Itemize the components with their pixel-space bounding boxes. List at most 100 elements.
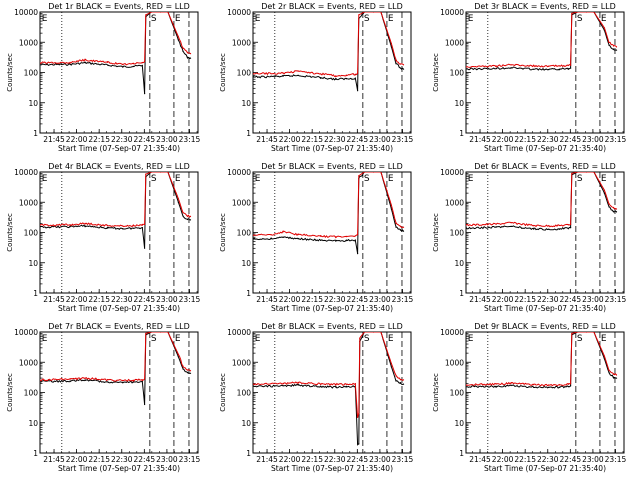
events-data-point: [570, 67, 572, 69]
y-tick-label: 100: [24, 389, 39, 398]
events-data-point: [399, 67, 402, 69]
x-axis-label: Start Time (07-Sep-07 21:35:40): [271, 144, 393, 153]
events-data-point: [570, 385, 572, 387]
lld-data-point: [615, 374, 618, 376]
lld-data-point: [359, 338, 361, 340]
lld-series-line: [40, 12, 191, 66]
chart-panel-3: Det 3r BLACK = Events, RED = LLD 1 10 100 10…: [432, 2, 626, 153]
lld-data-point: [320, 73, 322, 75]
x-tick-label: 22:00: [492, 455, 514, 464]
events-data-point: [107, 227, 109, 229]
y-tick-label: 1: [33, 129, 38, 138]
lld-data-point: [495, 383, 497, 385]
marker-label: S: [577, 174, 583, 184]
x-tick-label: 22:15: [88, 455, 110, 464]
events-data-point: [608, 206, 610, 208]
marker-label: E: [175, 334, 181, 344]
y-tick-label: 10000: [14, 168, 38, 177]
lld-data-point: [84, 377, 86, 379]
lld-data-point: [335, 383, 337, 385]
events-data-point: [84, 62, 86, 64]
lld-data-point: [335, 75, 337, 77]
x-tick-label: 22:45: [560, 135, 582, 144]
lld-data-point: [253, 234, 254, 236]
lld-data-point: [107, 379, 109, 381]
marker-label: S: [364, 334, 370, 344]
lld-data-point: [69, 61, 71, 64]
marker-label: S: [577, 14, 583, 24]
y-tick-label: 1000: [19, 198, 38, 207]
events-data-point: [182, 50, 184, 53]
x-tick-label: 22:15: [88, 135, 110, 144]
chart-panel-8: Det 8r BLACK = Events, RED = LLD 1 10 100 10…: [219, 322, 413, 473]
marker-label: E: [42, 174, 48, 184]
lld-series-line: [40, 172, 191, 228]
x-tick-label: 22:15: [514, 295, 536, 304]
events-data-point: [297, 384, 299, 386]
y-tick-label: 1: [246, 289, 251, 298]
x-axis-label: Start Time (07-Sep-07 21:35:40): [484, 144, 606, 153]
lld-data-point: [145, 14, 147, 16]
x-tick-label: 23:15: [179, 135, 201, 144]
events-data-point: [567, 227, 569, 229]
marker-label: S: [577, 334, 583, 344]
x-tick-label: 23:00: [369, 295, 391, 304]
events-data-point: [141, 64, 143, 67]
events-data-point: [186, 218, 189, 221]
events-data-point: [567, 385, 569, 388]
events-data-point: [345, 78, 347, 80]
y-tick-label: 10000: [227, 168, 251, 177]
events-data-point: [107, 64, 109, 66]
marker-label: E: [601, 174, 607, 184]
x-axis-label: Start Time (07-Sep-07 21:35:40): [271, 304, 393, 313]
y-axis-label: Counts/sec: [6, 53, 14, 92]
lld-series-line: [253, 12, 404, 78]
lld-data-point: [576, 12, 578, 13]
lld-data-point: [372, 332, 374, 333]
x-tick-label: 21:45: [469, 135, 491, 144]
lld-data-point: [399, 63, 402, 65]
x-tick-label: 23:15: [605, 455, 627, 464]
lld-data-point: [182, 47, 184, 49]
marker-label: E: [388, 334, 394, 344]
events-data-point: [253, 238, 254, 240]
lld-series-line: [40, 332, 191, 382]
x-tick-label: 23:15: [179, 295, 201, 304]
lld-data-point: [363, 332, 365, 333]
events-data-point: [182, 215, 184, 217]
events-data-point: [144, 403, 146, 406]
lld-data-point: [571, 332, 573, 334]
y-tick-label: 100: [450, 229, 465, 238]
x-tick-label: 22:00: [279, 135, 301, 144]
x-axis-label: Start Time (07-Sep-07 21:35:40): [58, 304, 180, 313]
lld-data-point: [177, 353, 179, 356]
events-data-point: [558, 68, 560, 70]
lld-data-point: [608, 369, 610, 371]
x-tick-label: 21:45: [43, 295, 65, 304]
x-tick-label: 23:15: [179, 455, 201, 464]
x-tick-label: 23:15: [605, 295, 627, 304]
x-tick-label: 23:00: [156, 455, 178, 464]
y-tick-label: 1: [33, 289, 38, 298]
events-data-point: [84, 225, 86, 227]
events-data-point: [40, 226, 41, 228]
events-series-line: [253, 332, 404, 446]
lld-data-point: [612, 207, 615, 209]
events-data-point: [132, 227, 134, 229]
events-data-point: [335, 78, 337, 80]
lld-data-point: [571, 172, 573, 174]
events-data-point: [357, 90, 359, 92]
x-tick-label: 21:45: [256, 135, 278, 144]
lld-data-point: [186, 369, 189, 371]
y-tick-label: 10: [241, 259, 251, 268]
events-data-point: [320, 77, 322, 79]
lld-data-point: [372, 12, 374, 13]
lld-data-point: [603, 189, 606, 191]
lld-data-point: [558, 384, 560, 386]
lld-data-point: [510, 382, 512, 384]
y-tick-label: 1000: [232, 38, 251, 47]
x-tick-label: 22:00: [66, 455, 88, 464]
marker-label: E: [601, 14, 607, 24]
lld-data-point: [122, 63, 124, 65]
x-tick-label: 22:00: [66, 295, 88, 304]
